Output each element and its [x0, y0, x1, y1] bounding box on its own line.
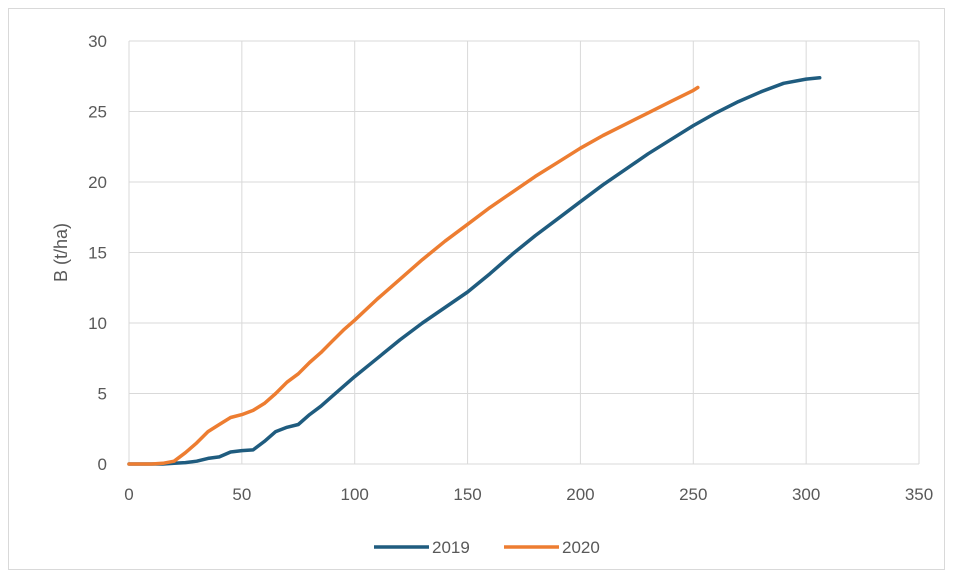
- x-tick-label: 200: [566, 485, 594, 504]
- y-tick-label: 20: [88, 173, 107, 192]
- x-tick-label: 350: [905, 485, 933, 504]
- chart-frame: [8, 8, 945, 570]
- gridlines: [128, 40, 920, 465]
- y-tick-label: 5: [98, 385, 107, 404]
- y-tick-label: 15: [88, 244, 107, 263]
- x-tick-label: 100: [341, 485, 369, 504]
- legend-label-2019: 2019: [432, 538, 470, 557]
- x-tick-labels: 0 50 100 150 200 250 300 350: [124, 485, 933, 504]
- y-axis-title: B (t/ha): [51, 223, 71, 282]
- y-tick-label: 10: [88, 314, 107, 333]
- x-tick-label: 0: [124, 485, 133, 504]
- legend-label-2020: 2020: [562, 538, 600, 557]
- legend: 2019 2020: [374, 538, 600, 557]
- x-tick-label: 50: [232, 485, 251, 504]
- y-tick-label: 30: [88, 32, 107, 51]
- y-tick-label: 25: [88, 103, 107, 122]
- x-tick-label: 250: [679, 485, 707, 504]
- x-tick-label: 150: [453, 485, 481, 504]
- series-line-2019: [127, 75, 822, 466]
- x-tick-label: 300: [792, 485, 820, 504]
- y-tick-label: 0: [98, 455, 107, 474]
- series-lines: [127, 75, 822, 466]
- y-tick-labels: 0 5 10 15 20 25 30: [88, 32, 107, 474]
- series-line-2020: [127, 85, 700, 466]
